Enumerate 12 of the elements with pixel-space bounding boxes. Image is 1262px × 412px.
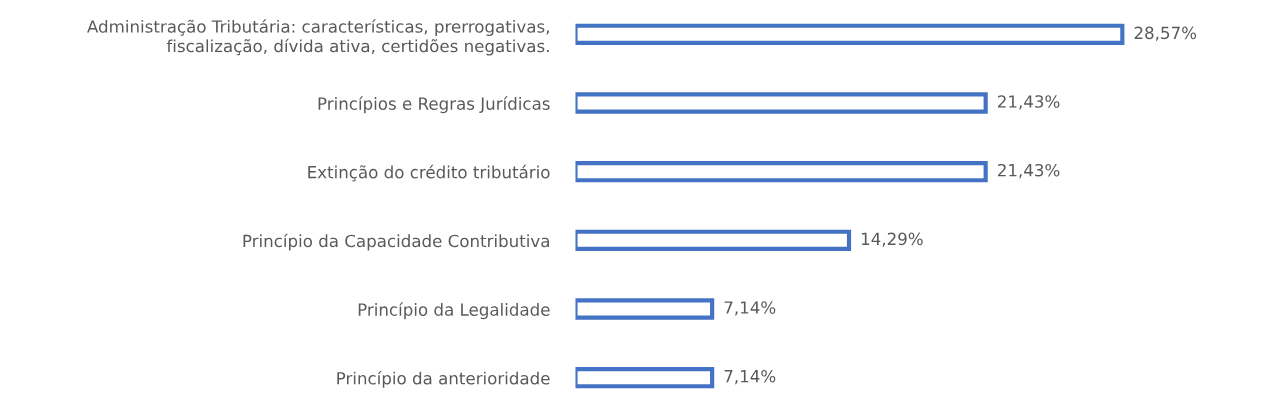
data-label: 21,43% — [998, 163, 1060, 179]
data-label: 28,57% — [1134, 26, 1197, 41]
y-tick-label: Administração Tributária: características, prerrogativas, fiscalização, dívida ativa, certidões negativas. — [87, 19, 549, 56]
y-tick-label: Princípios e Regras Jurídicas — [318, 96, 550, 114]
data-label: 7,14% — [724, 369, 776, 385]
y-tick-label: Princípio da anterioridade — [337, 371, 550, 388]
y-tick-label: Extinção do crédito tributário — [308, 164, 550, 182]
y-tick-label: Princípio da Legalidade — [358, 302, 550, 320]
y-tick-label: Princípio da Capacidade Contributiva — [243, 233, 549, 251]
data-label: 21,43% — [998, 95, 1060, 110]
data-label: 14,29% — [861, 232, 923, 247]
data-label: 7,14% — [724, 301, 776, 316]
